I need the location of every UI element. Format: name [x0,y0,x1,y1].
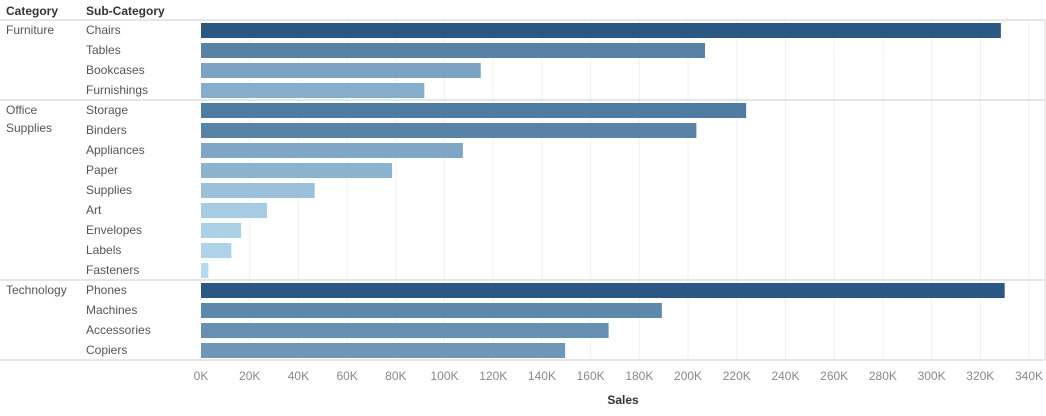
subcategory-label: Furnishings [86,83,149,97]
bar-art [201,203,268,218]
bar-bookcases [201,63,481,78]
bar-binders [201,123,697,138]
x-tick-label: 220K [723,369,751,383]
subcategory-label: Paper [86,163,119,177]
category-header: Category [6,4,59,18]
subcategory-label: Art [86,203,102,217]
x-tick-label: 100K [431,369,459,383]
bar-fasteners [201,263,209,278]
x-tick-label: 260K [820,369,848,383]
subcategory-label: Bookcases [86,63,145,77]
subcategory-header: Sub-Category [86,4,165,18]
x-tick-label: 120K [479,369,507,383]
subcategory-label: Appliances [86,143,145,157]
bar-storage [201,103,747,118]
subcategory-label: Phones [86,283,127,297]
x-tick-label: 200K [674,369,702,383]
subcategory-label: Accessories [86,323,151,337]
bar-tables [201,43,706,58]
subcategory-label: Binders [86,123,127,137]
x-tick-label: 180K [625,369,653,383]
x-axis-title: Sales [607,393,639,407]
x-tick-label: 280K [869,369,897,383]
bar-chairs [201,23,1001,38]
bar-appliances [201,143,463,158]
x-tick-label: 80K [385,369,406,383]
bar-envelopes [201,223,242,238]
bar-furnishings [201,83,425,98]
x-tick-label: 40K [288,369,309,383]
x-tick-label: 60K [336,369,357,383]
bar-accessories [201,323,609,338]
x-tick-label: 320K [966,369,994,383]
subcategory-label: Fasteners [86,263,140,277]
bar-paper [201,163,393,178]
bar-copiers [201,343,566,358]
category-label: Technology [6,283,67,297]
subcategory-label: Storage [86,103,129,117]
subcategory-label: Chairs [86,23,121,37]
bar-phones [201,283,1005,298]
x-tick-label: 340K [1015,369,1043,383]
x-tick-label: 140K [528,369,556,383]
x-tick-label: 240K [771,369,799,383]
subcategory-label: Machines [86,303,138,317]
x-tick-label: 20K [239,369,260,383]
bar-machines [201,303,662,318]
x-tick-label: 300K [918,369,946,383]
subcategory-label: Copiers [86,343,128,357]
subcategory-label: Supplies [86,183,133,197]
bar-labels [201,243,232,258]
subcategory-label: Labels [86,243,122,257]
subcategory-label: Tables [86,43,121,57]
bar-supplies [201,183,315,198]
x-tick-label: 0K [194,369,209,383]
subcategory-label: Envelopes [86,223,143,237]
x-tick-label: 160K [577,369,605,383]
category-label: Office Supplies [6,103,53,135]
category-label: Furniture [6,23,55,37]
